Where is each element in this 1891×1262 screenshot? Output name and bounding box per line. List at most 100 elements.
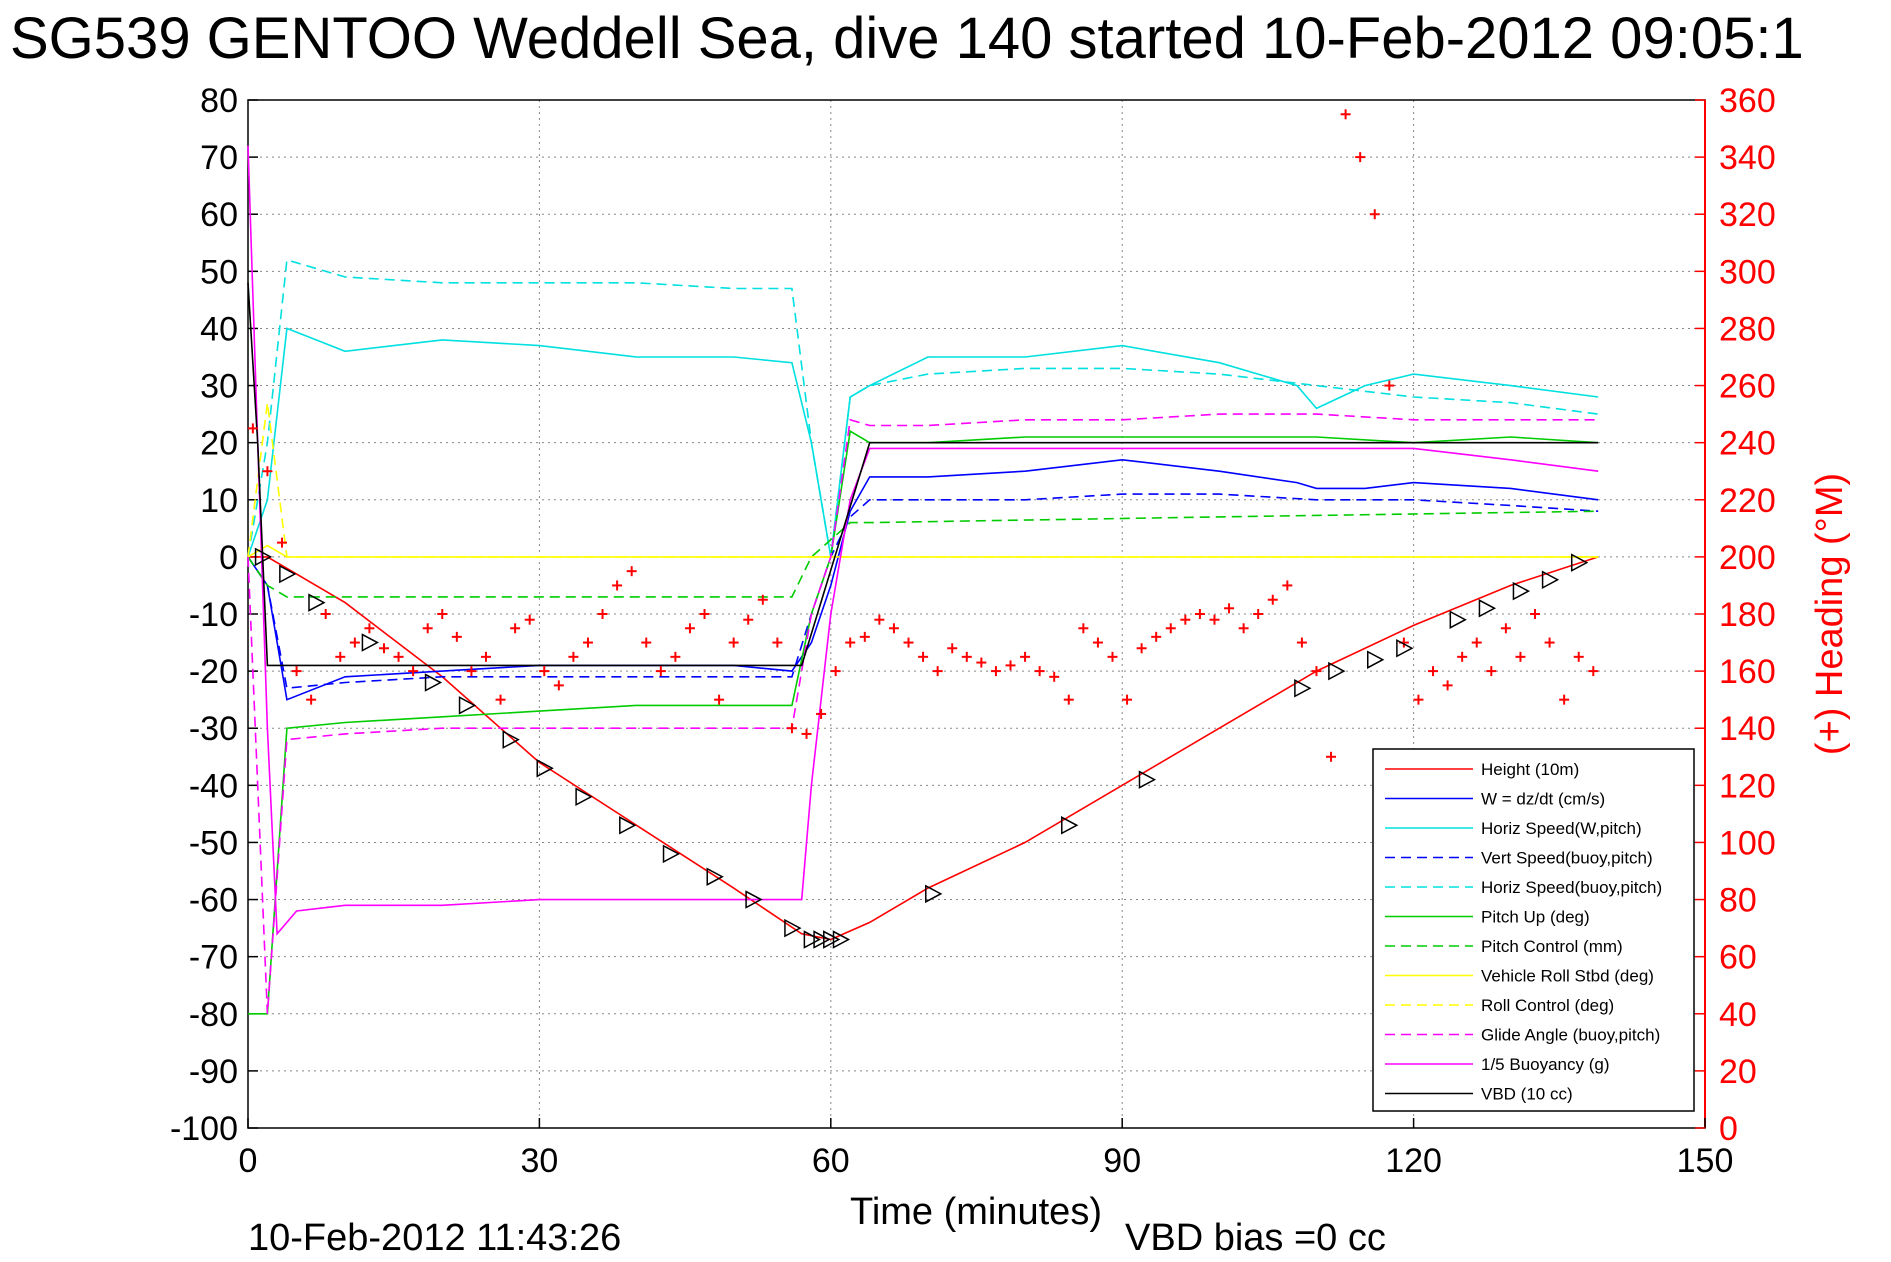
legend-label: 1/5 Buoyancy (g) (1481, 1055, 1610, 1074)
y-tick-label: -40 (189, 767, 238, 805)
heading-point (757, 594, 768, 605)
heading-point (728, 637, 739, 648)
legend-entry: Glide Angle (buoy,pitch) (1385, 1026, 1660, 1045)
y-tick-label: 70 (200, 139, 238, 177)
dive-marker (1512, 581, 1531, 601)
heading-point (582, 637, 593, 648)
heading-point (874, 614, 885, 625)
series-line (247, 510, 1599, 598)
heading-point (1442, 680, 1453, 691)
legend-entry: Horiz Speed(buoy,pitch) (1385, 878, 1662, 897)
heading-point (1369, 209, 1380, 220)
heading-point (1530, 609, 1541, 619)
y-tick-label: -100 (170, 1110, 238, 1148)
heading-point (772, 637, 783, 648)
y2-tick-label: 60 (1719, 939, 1757, 977)
heading-point (1296, 637, 1307, 648)
heading-point (1209, 614, 1220, 625)
legend-entry: 1/5 Buoyancy (g) (1385, 1055, 1610, 1074)
series-line (247, 282, 1599, 667)
heading-point (1136, 643, 1147, 654)
legend-entry: Pitch Control (mm) (1385, 937, 1623, 956)
axis-ticks: 0 30 60 90 120 15080706050403020100-10-20-30-… (170, 82, 1776, 1180)
heading-point (1559, 694, 1570, 705)
heading-point (1588, 666, 1599, 677)
y-tick-label: -50 (189, 824, 238, 862)
heading-point (495, 694, 506, 705)
y-tick-label: -20 (189, 653, 238, 691)
heading-point (1384, 380, 1395, 391)
series-line (247, 145, 1599, 936)
heading-point (684, 623, 695, 634)
heading-point (306, 694, 317, 705)
heading-point (1092, 637, 1103, 648)
legend-entry: Vert Speed(buoy,pitch) (1385, 849, 1653, 868)
y-tick-label: -60 (189, 882, 238, 920)
heading-point (990, 666, 1001, 677)
legend-entry: Vehicle Roll Stbd (deg) (1385, 967, 1654, 986)
heading-point (1282, 580, 1293, 591)
y2-tick-label: 120 (1719, 767, 1776, 805)
heading-point (262, 466, 273, 477)
heading-point (1428, 666, 1439, 677)
y-tick-label: 60 (200, 196, 238, 234)
heading-point (247, 423, 258, 434)
heading-point (539, 666, 550, 677)
heading-point (1486, 666, 1497, 677)
legend-entry: Roll Control (deg) (1385, 996, 1614, 1015)
y2-axis-label: (+) Heading (°M) (1809, 473, 1851, 755)
dive-marker (803, 930, 821, 949)
x-tick-label: 60 (812, 1142, 850, 1180)
legend-label: Vehicle Roll Stbd (deg) (1481, 967, 1654, 986)
dive-marker (662, 844, 681, 864)
y2-tick-label: 140 (1719, 710, 1776, 748)
dive-marker (619, 816, 637, 835)
footer-date: 10-Feb-2012 11:43:26 (248, 1217, 621, 1259)
heading-point (276, 537, 287, 548)
series-line (247, 402, 1599, 558)
chart-title: SG539 GENTOO Weddell Sea, dive 140 start… (10, 6, 1804, 71)
heading-point (699, 609, 710, 619)
legend-entry: Horiz Speed(W,pitch) (1385, 819, 1642, 838)
heading-point (932, 666, 943, 677)
legend-label: Horiz Speed(W,pitch) (1481, 819, 1642, 838)
heading-point (466, 666, 477, 677)
heading-point (1078, 623, 1089, 634)
heading-point (553, 680, 564, 691)
dive-marker (308, 593, 326, 612)
heading-point (1224, 603, 1235, 614)
legend-label: Horiz Speed(buoy,pitch) (1481, 878, 1662, 897)
dive-triangle-markers (254, 547, 1589, 949)
heading-point (1326, 751, 1337, 762)
y-tick-label: 80 (200, 82, 238, 120)
heading-point (1267, 594, 1278, 605)
dive-marker (1328, 661, 1346, 681)
heading-point (510, 623, 521, 634)
series-line (247, 458, 1599, 701)
dive-marker (536, 758, 554, 778)
y-tick-label: -30 (189, 710, 238, 748)
heading-point (714, 694, 725, 705)
heading-point (947, 643, 958, 654)
legend: Height (10m) W = dz/dt (cm/s) Horiz Speed(… (1372, 748, 1695, 1112)
heading-point (1515, 651, 1526, 662)
heading-point (1180, 614, 1191, 625)
heading-point (1020, 651, 1031, 662)
heading-point (1005, 660, 1016, 671)
dive-marker (745, 890, 763, 909)
heading-point (1573, 651, 1584, 662)
series-line (247, 258, 1599, 558)
heading-point (1165, 623, 1176, 634)
heading-point (1107, 651, 1118, 662)
heading-point (437, 609, 448, 619)
heading-point (1253, 609, 1264, 619)
y-tick-label: -70 (189, 939, 238, 977)
dive-marker (1138, 770, 1157, 789)
heading-point (1457, 651, 1468, 662)
heading-point (1122, 694, 1133, 705)
legend-label: Height (10m) (1481, 760, 1579, 779)
heading-point (903, 637, 914, 648)
heading-point (612, 580, 623, 591)
heading-point (655, 666, 666, 677)
dive-marker (1478, 599, 1497, 618)
